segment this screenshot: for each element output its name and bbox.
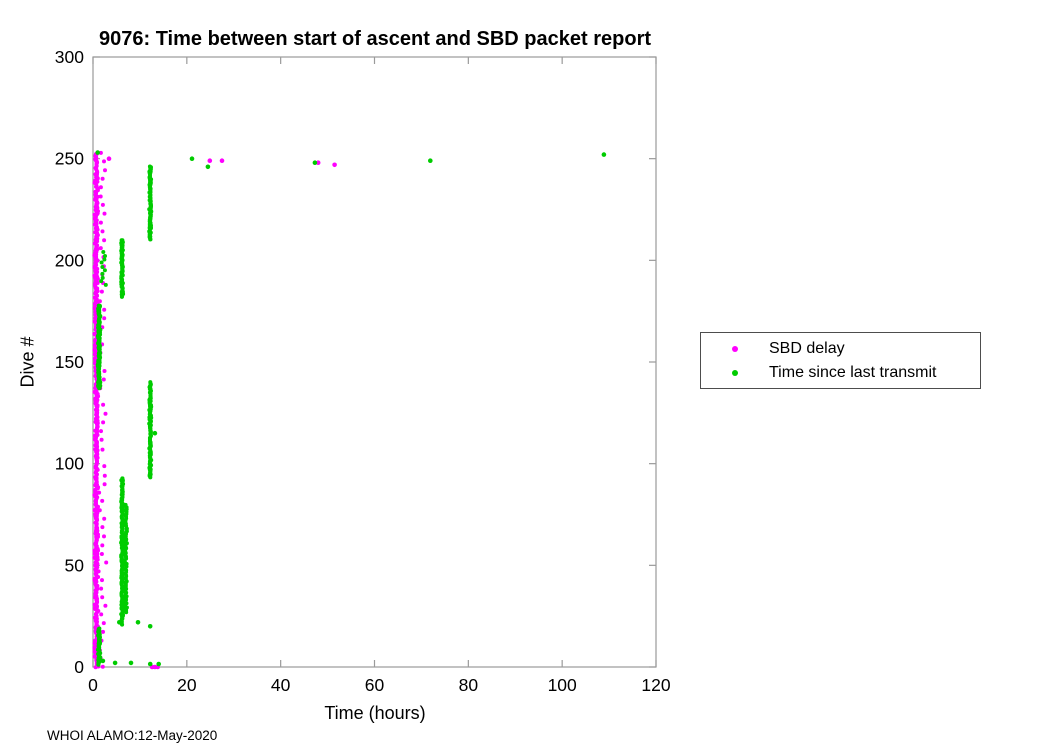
- x-tick-label: 120: [641, 675, 670, 695]
- magenta-dot-icon: [732, 345, 738, 352]
- y-tick-label: 50: [65, 555, 85, 575]
- y-tick-label: 200: [55, 250, 84, 270]
- legend-marker-cell: [701, 369, 769, 376]
- legend-item-sbd-delay: SBD delay: [701, 337, 980, 361]
- x-axis-label: Time (hours): [324, 703, 426, 723]
- series-sbd-delay: [92, 150, 337, 670]
- y-tick-label: 0: [74, 657, 84, 677]
- footer-note: WHOI ALAMO:12-May-2020: [47, 728, 218, 743]
- series-time-since-last-transmit: [95, 150, 607, 667]
- legend-label-time-since-last-transmit: Time since last transmit: [769, 363, 937, 381]
- legend-label-sbd-delay: SBD delay: [769, 339, 845, 357]
- y-tick-label: 150: [55, 352, 84, 372]
- chart-title: 9076: Time between start of ascent and S…: [98, 28, 652, 50]
- x-tick-label: 80: [459, 675, 479, 695]
- x-tick-label: 40: [271, 675, 291, 695]
- green-dot-icon: [732, 369, 738, 376]
- legend: SBD delay Time since last transmit: [700, 332, 981, 389]
- axes-box: [92, 56, 657, 668]
- legend-item-time-since-last-transmit: Time since last transmit: [701, 361, 980, 385]
- y-tick-label: 250: [55, 149, 84, 169]
- x-tick-label: 100: [548, 675, 577, 695]
- x-tick-label: 20: [177, 675, 197, 695]
- y-tick-label: 300: [55, 47, 84, 67]
- x-tick-label: 0: [88, 675, 98, 695]
- legend-marker-cell: [701, 345, 769, 352]
- y-axis-label: Dive #: [17, 336, 38, 388]
- y-tick-label: 100: [55, 454, 84, 474]
- x-tick-label: 60: [365, 675, 385, 695]
